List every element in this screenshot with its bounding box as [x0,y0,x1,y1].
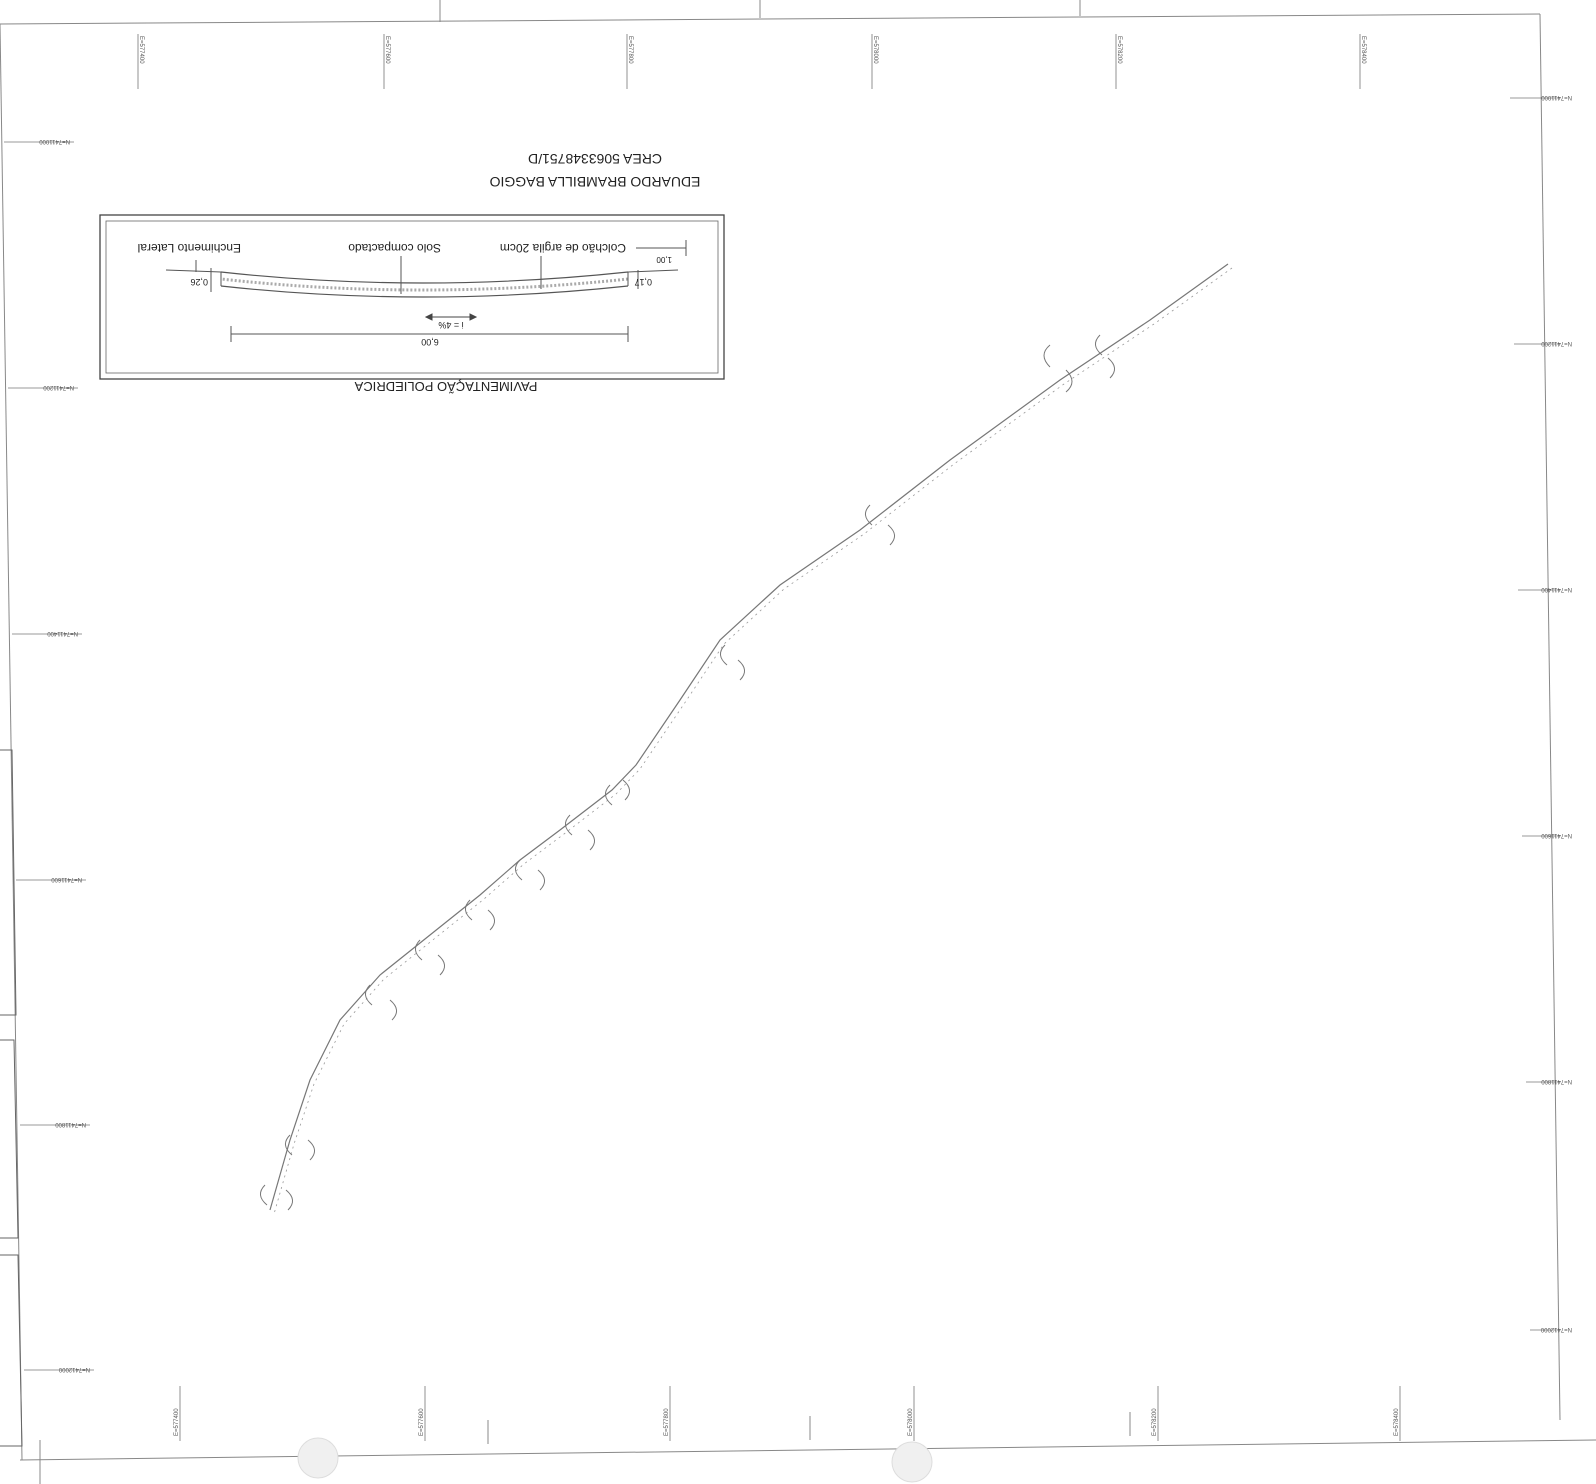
northing-label: N=7411000 [39,138,70,144]
easting-label: E=577400 [174,1408,180,1436]
easting-label: E=578400 [1360,36,1366,64]
northing-label: N=7412000 [1540,1326,1572,1332]
shoulder-value: 1,00 [656,255,672,264]
rotated-annotations: EDUARDO BRAMBILLA BAGGIO CREA 5063348751… [99,151,725,394]
northing-label: N=7411400 [47,630,78,636]
coordinate-grid: E=577400 E=577600 E=577800 E=578000 E=578200… [4,34,1572,1441]
northing-label: N=7411400 [1541,586,1572,592]
pavement-profile [165,269,679,298]
compacted-soil-label: Solo compactado [348,241,441,255]
easting-label: E=577600 [419,1408,425,1436]
northing-label: N=7411200 [1541,340,1572,346]
cross-section-frame-inner [105,220,719,374]
easting-label: E=578200 [1152,1408,1158,1436]
right-height-value: 0,17 [634,277,652,287]
left-height-value: 0,26 [190,277,208,287]
northing-label: N=7411000 [1541,94,1572,100]
leader-lines [195,256,542,294]
northing-label: N=7411800 [1541,1078,1572,1084]
clay-mattress-label: Colchão de argila 20cm [500,241,626,255]
road-alignment [269,263,1233,1215]
engineer-crea: CREA 5063348751/D [528,151,662,167]
title-block-fragments [0,749,23,1447]
easting-label: E=578000 [908,1408,914,1436]
slope-arrow [424,313,478,321]
northing-label: N=7411600 [1541,832,1572,838]
width-value: 6,00 [421,337,439,347]
slope-value: i = 4% [438,320,463,330]
cross-section-frame-outer [99,214,725,380]
easting-label: E=577800 [627,36,633,64]
binding-holes [297,1437,933,1483]
lateral-fill-label: Enchimento Lateral [138,241,241,255]
easting-label: E=577600 [384,36,390,64]
width-dimension [230,326,629,342]
easting-label: E=577400 [138,36,144,64]
crossing-markers [260,334,1115,1211]
northing-label: N=7411600 [51,876,82,882]
easting-label: E=578200 [1116,36,1122,64]
northing-label: N=7412000 [58,1366,90,1372]
engineer-name: EDUARDO BRAMBILLA BAGGIO [489,174,700,190]
northing-label: N=7411200 [43,384,74,390]
easting-label: E=578000 [872,36,878,64]
northing-label: N=7411800 [55,1121,86,1127]
easting-label: E=577800 [664,1408,670,1436]
cross-section-title: PAVIMENTAÇÃO POLIEDRICA [354,379,537,394]
easting-label: E=578400 [1394,1408,1400,1436]
